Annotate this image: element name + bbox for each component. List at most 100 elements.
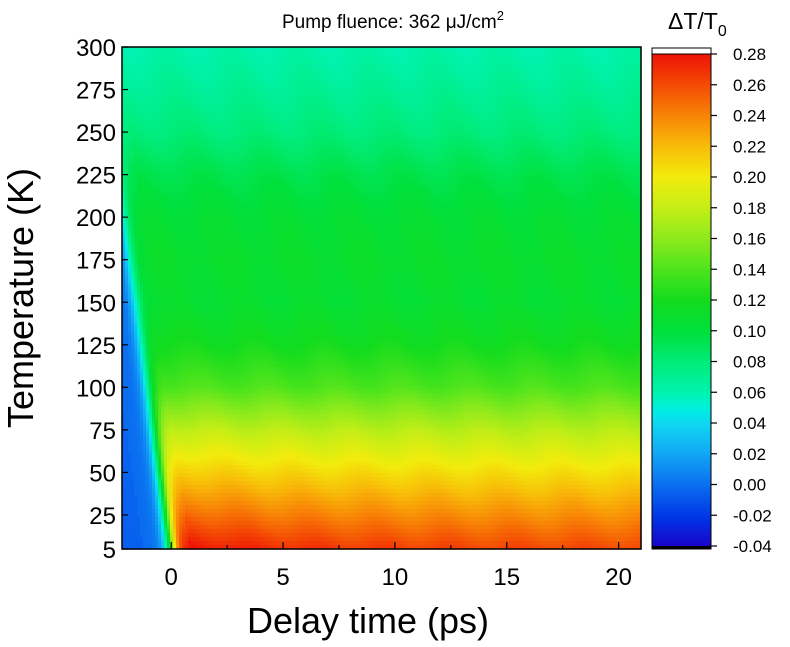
heatmap-cell: [470, 86, 474, 92]
heatmap-cell: [449, 47, 453, 52]
heatmap-cell: [380, 74, 384, 80]
heatmap-cell: [530, 58, 534, 64]
heatmap-cell: [404, 82, 408, 88]
heatmap-cell: [233, 47, 237, 52]
heatmap-cell: [638, 58, 642, 64]
heatmap-cell: [605, 62, 609, 68]
heatmap-cell: [212, 70, 216, 76]
heatmap-cell: [365, 66, 369, 72]
heatmap-cell: [377, 70, 381, 76]
heatmap-cell: [161, 50, 165, 56]
heatmap-cell: [284, 54, 288, 60]
heatmap-cell: [242, 66, 246, 72]
heatmap-cell: [626, 86, 630, 92]
heatmap-cell: [263, 86, 267, 92]
heatmap-cell: [284, 82, 288, 88]
heatmap-cell: [290, 58, 294, 64]
heatmap-cell: [407, 70, 411, 76]
heatmap-cell: [125, 47, 129, 52]
heatmap-cell: [530, 86, 534, 92]
heatmap-cell: [302, 70, 306, 76]
heatmap-cell: [272, 82, 276, 88]
heatmap-cell: [440, 62, 444, 68]
heatmap-cell: [176, 62, 180, 68]
heatmap-cell: [245, 47, 249, 52]
heatmap-cell: [161, 58, 165, 64]
heatmap-cell: [224, 54, 228, 60]
heatmap-cell: [542, 66, 546, 72]
heatmap-cell: [350, 66, 354, 72]
heatmap-cell: [512, 86, 516, 92]
heatmap-cell: [281, 58, 285, 64]
heatmap-cell: [287, 58, 291, 64]
heatmap-cell: [551, 66, 555, 72]
heatmap-cell: [422, 82, 426, 88]
heatmap-cell: [332, 82, 336, 88]
heatmap-cell: [263, 70, 267, 76]
heatmap-cell: [275, 82, 279, 88]
heatmap-cell: [215, 70, 219, 76]
chart-title-unit: J/cm: [457, 12, 497, 33]
heatmap-cell: [539, 86, 543, 92]
heatmap-cell: [218, 66, 222, 72]
heatmap-cell: [131, 78, 135, 84]
heatmap-cell: [176, 74, 180, 80]
heatmap-cell: [161, 86, 165, 92]
heatmap-cell: [452, 86, 456, 92]
heatmap-cell: [446, 70, 450, 76]
heatmap-cell: [536, 78, 540, 84]
heatmap-cell: [227, 82, 231, 88]
heatmap-cell: [410, 70, 414, 76]
heatmap-cell: [263, 54, 267, 60]
heatmap-cell: [167, 86, 171, 92]
heatmap-cell: [539, 70, 543, 76]
heatmap-cell: [434, 74, 438, 80]
heatmap-cell: [227, 66, 231, 72]
heatmap-cell: [290, 78, 294, 84]
heatmap-cell: [440, 47, 444, 52]
heatmap-cell: [614, 54, 618, 60]
heatmap-cell: [536, 74, 540, 80]
heatmap-cell: [287, 50, 291, 56]
heatmap-cell: [353, 82, 357, 88]
heatmap-cell: [410, 82, 414, 88]
heatmap-cell: [557, 82, 561, 88]
heatmap-cell: [536, 86, 540, 92]
heatmap-cell: [161, 70, 165, 76]
heatmap-cell: [224, 90, 228, 96]
heatmap-cell: [611, 50, 615, 56]
heatmap-cell: [194, 47, 198, 52]
heatmap-cell: [515, 86, 519, 92]
heatmap-cell: [584, 86, 588, 92]
heatmap-cell: [212, 54, 216, 60]
heatmap-cell: [176, 50, 180, 56]
heatmap-cell: [542, 54, 546, 60]
heatmap-cell: [317, 66, 321, 72]
heatmap-cell: [515, 62, 519, 68]
heatmap-cell: [233, 70, 237, 76]
heatmap-cell: [317, 47, 321, 52]
heatmap-cell: [344, 78, 348, 84]
heatmap-cell: [242, 54, 246, 60]
heatmap-cell: [197, 62, 201, 68]
heatmap-cell: [248, 66, 252, 72]
heatmap-cell: [560, 50, 564, 56]
heatmap-cell: [398, 47, 402, 52]
heatmap-cell: [326, 47, 330, 52]
heatmap-cell: [425, 74, 429, 80]
heatmap-cell: [524, 50, 528, 56]
heatmap-cell: [191, 78, 195, 84]
heatmap-cell: [164, 78, 168, 84]
heatmap-cell: [314, 62, 318, 68]
heatmap-cell: [311, 74, 315, 80]
heatmap-cell: [149, 62, 153, 68]
heatmap-cell: [407, 54, 411, 60]
heatmap-cell: [377, 47, 381, 52]
heatmap-cell: [254, 78, 258, 84]
heatmap-cell: [215, 50, 219, 56]
heatmap-cell: [209, 86, 213, 92]
heatmap-cell: [446, 62, 450, 68]
heatmap-cell: [611, 74, 615, 80]
heatmap-cell: [191, 62, 195, 68]
heatmap-cell: [338, 47, 342, 52]
